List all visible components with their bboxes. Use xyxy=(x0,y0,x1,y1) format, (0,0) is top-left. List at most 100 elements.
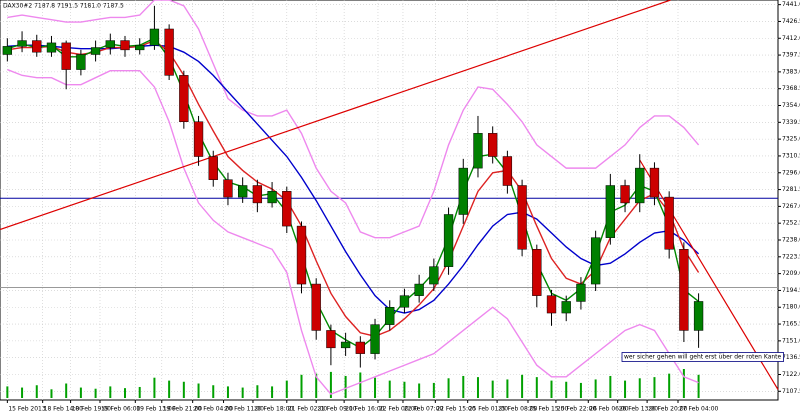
candle-body xyxy=(105,40,115,48)
candle-body xyxy=(238,185,248,198)
candle-body xyxy=(76,54,86,70)
candle-body xyxy=(590,237,601,285)
x-tick-label: 25 Feb 15:00 xyxy=(529,406,569,413)
y-tick-label: 7339.5 xyxy=(782,119,800,126)
candle-body xyxy=(664,196,674,250)
indicator-line xyxy=(7,0,700,239)
candle-body xyxy=(267,191,277,204)
candle-body xyxy=(296,225,307,285)
y-tick-label: 7310.5 xyxy=(782,152,800,159)
candle-body xyxy=(164,28,174,76)
y-tick-label: 7252.5 xyxy=(782,220,800,227)
candle-body xyxy=(46,42,57,53)
y-tick-label: 7354.0 xyxy=(782,102,800,109)
y-tick-label: 7223.5 xyxy=(782,253,800,260)
y-tick-label: 7267.0 xyxy=(782,203,800,210)
chart-title: DAX30#2 7187.8 7191.5 7181.0 7187.5 xyxy=(3,3,124,10)
candle-body xyxy=(179,75,189,122)
candle-body xyxy=(282,191,292,227)
x-tick-label: 18 Feb 14:00 xyxy=(44,406,84,413)
candle-body xyxy=(473,133,483,169)
x-tick-label: 21 Feb 09:00 xyxy=(317,406,357,413)
candle-body xyxy=(399,295,410,308)
candle-body xyxy=(61,42,71,70)
y-tick-label: 7136.5 xyxy=(782,354,800,361)
candle-body xyxy=(605,185,616,238)
candle-body xyxy=(223,179,233,198)
x-tick-label: 26 Feb 13:00 xyxy=(619,406,659,413)
x-tick-label: 26 Feb 20:00 xyxy=(648,406,688,413)
x-tick-label: 22 Feb 07:00 xyxy=(404,406,444,413)
x-tick-label: 27 Feb 04:00 xyxy=(679,406,719,413)
candle-body xyxy=(355,341,365,354)
x-tick-label: 20 Feb 04:00 xyxy=(194,406,234,413)
y-tick-label: 7122.0 xyxy=(782,371,800,378)
x-tick-label: 15 Feb 2013 xyxy=(8,406,46,413)
candle-body xyxy=(326,330,336,349)
x-tick-label: 25 Feb 01:00 xyxy=(469,406,509,413)
candle-body xyxy=(502,156,513,186)
candle-body xyxy=(429,266,439,285)
y-tick-label: 7238.0 xyxy=(782,237,800,244)
annotation: wer sicher gehen will geht erst über der… xyxy=(624,354,782,361)
candle-body xyxy=(576,283,586,302)
x-tick-label: 22 Feb 00:00 xyxy=(379,406,419,413)
y-tick-label: 7368.5 xyxy=(782,85,800,92)
trend-line xyxy=(639,159,779,390)
y-tick-label: 7281.5 xyxy=(782,186,800,193)
candle-body xyxy=(635,167,645,204)
y-tick-label: 7441.0 xyxy=(782,1,800,8)
x-tick-label: 21 Feb 02:00 xyxy=(288,406,328,413)
candle-body xyxy=(193,121,204,157)
candle-body xyxy=(208,156,218,180)
candle-body xyxy=(443,214,454,267)
x-tick-label: 19 Feb 06:00 xyxy=(101,406,141,413)
candle-body xyxy=(340,341,351,349)
y-tick-label: 7194.5 xyxy=(782,287,800,294)
plot-frame xyxy=(0,0,779,401)
y-tick-label: 7151.0 xyxy=(782,337,800,344)
candle-body xyxy=(149,28,160,46)
candle-body xyxy=(32,40,42,53)
y-tick-label: 7180.0 xyxy=(782,304,800,311)
candle-body xyxy=(90,47,101,55)
candle-body xyxy=(311,283,321,331)
candle-body xyxy=(17,40,27,47)
indicator-line xyxy=(7,68,699,396)
y-tick-label: 7325.0 xyxy=(782,136,800,143)
y-tick-label: 7383.0 xyxy=(782,68,800,75)
x-tick-label: 21 Feb 16:00 xyxy=(345,406,385,413)
candle-body xyxy=(414,283,424,296)
candle-body xyxy=(561,301,571,314)
x-tick-label: 20 Feb 18:00 xyxy=(254,406,294,413)
x-tick-label: 25 Feb 22:00 xyxy=(557,406,597,413)
y-tick-label: 7412.0 xyxy=(782,35,800,42)
candle-body xyxy=(135,44,145,51)
x-tick-label: 20 Feb 11:00 xyxy=(225,406,265,413)
x-tick-label: 22 Feb 15:00 xyxy=(436,406,476,413)
y-tick-label: 7165.5 xyxy=(782,321,800,328)
annotation-box xyxy=(621,352,784,362)
candle-body xyxy=(488,133,498,157)
x-tick-label: 18 Feb 19:00 xyxy=(72,406,112,413)
candle-body xyxy=(120,40,130,51)
x-tick-label: 19 Feb 21:00 xyxy=(163,406,203,413)
candle-body xyxy=(385,306,395,325)
candle-body xyxy=(370,324,380,354)
y-tick-label: 7296.0 xyxy=(782,169,800,176)
candle-body xyxy=(620,185,630,204)
x-tick-label: 19 Feb 13:00 xyxy=(136,406,176,413)
y-tick-label: 7397.5 xyxy=(782,52,800,59)
candle-body xyxy=(693,301,704,331)
candle-body xyxy=(458,167,468,215)
y-tick-label: 7209.0 xyxy=(782,270,800,277)
y-tick-label: 7426.5 xyxy=(782,18,800,25)
candle-body xyxy=(679,249,689,331)
trend-line xyxy=(0,0,671,231)
candle-body xyxy=(517,185,527,250)
candle-body xyxy=(532,249,542,296)
candle-body xyxy=(252,185,263,204)
candle-body xyxy=(649,167,660,198)
candle-body xyxy=(546,295,557,314)
